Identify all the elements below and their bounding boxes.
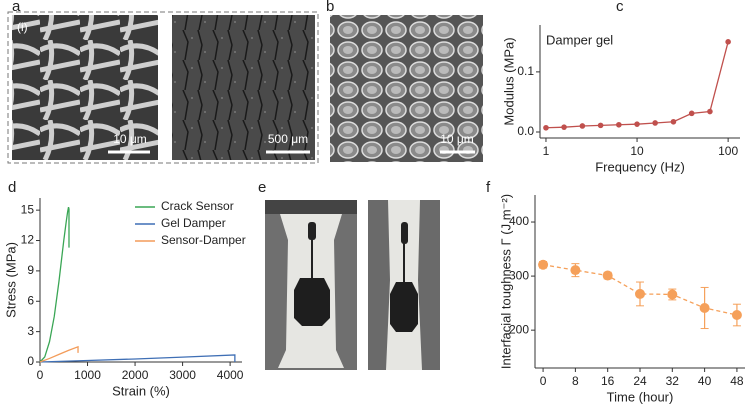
- dashed-frame: [7, 11, 319, 164]
- point: [543, 124, 549, 131]
- y-tick-label: 0.1: [517, 64, 534, 78]
- panel-label: a: [12, 0, 21, 15]
- y-axis-label: Stress (MPa): [3, 242, 18, 318]
- scale-label: 10 μm: [440, 132, 474, 146]
- point: [538, 259, 549, 270]
- scale-label: 500 μm: [268, 132, 308, 146]
- x-tick-label: 1: [543, 144, 550, 158]
- sem-image: [330, 15, 483, 162]
- scale-label: 10 μm: [113, 132, 147, 146]
- point: [570, 265, 581, 276]
- sensor: [294, 278, 330, 326]
- x-tick-label: 0: [37, 368, 44, 382]
- series-line: [39, 354, 236, 363]
- x-axis-label: Strain (%): [112, 383, 170, 398]
- y-tick-label: 300: [509, 268, 529, 282]
- point: [561, 124, 567, 130]
- sem-image: [12, 15, 158, 160]
- x-tick-label: 32: [666, 374, 680, 388]
- sem-image: [172, 15, 315, 160]
- x-tick-label: 2000: [122, 368, 149, 382]
- x-tick-label: 8: [572, 374, 579, 388]
- point: [579, 123, 586, 129]
- panel-a: a (i) 10 μm 500 μm: [7, 0, 319, 164]
- sensor: [308, 222, 316, 240]
- point: [652, 120, 658, 126]
- x-tick-label: 48: [730, 374, 744, 388]
- point: [616, 121, 622, 128]
- x-tick-label: 40: [698, 374, 712, 388]
- x-axis-label: Frequency (Hz): [595, 159, 685, 174]
- point: [602, 270, 613, 281]
- y-axis-label: Modulus (MPa): [501, 37, 516, 125]
- panel-label: e: [258, 179, 266, 196]
- legend-label: Sensor-Damper: [161, 233, 246, 247]
- sensor: [311, 238, 313, 278]
- sensor: [403, 242, 405, 282]
- x-tick-label: 24: [633, 374, 647, 388]
- y-tick-label: 0: [27, 354, 34, 368]
- x-axis-label: Time (hour): [607, 389, 674, 404]
- clamp: [265, 200, 357, 214]
- point: [667, 289, 678, 300]
- point: [670, 118, 677, 125]
- series-line: [39, 345, 79, 363]
- x-tick-label: 0: [540, 374, 547, 388]
- point: [707, 108, 713, 115]
- sensor: [401, 222, 408, 244]
- y-tick-label: 9: [27, 263, 34, 277]
- panel-e: e: [258, 179, 440, 370]
- point: [688, 110, 695, 117]
- y-tick-label: 12: [21, 233, 35, 247]
- legend-label: Crack Sensor: [161, 199, 234, 213]
- point: [635, 288, 645, 299]
- annotation: Damper gel: [546, 32, 613, 47]
- y-tick-label: 3: [27, 324, 34, 338]
- point: [731, 310, 742, 321]
- y-tick-label: 200: [509, 322, 529, 336]
- legend-label: Gel Damper: [161, 216, 226, 230]
- panel-b: b 10 μm: [326, 0, 483, 162]
- y-tick-label: 6: [27, 293, 34, 307]
- panel-label: f: [486, 179, 491, 196]
- x-tick-label: 4000: [217, 368, 244, 382]
- point: [597, 122, 604, 129]
- panel-label: d: [8, 179, 16, 196]
- x-tick-label: 100: [718, 144, 738, 158]
- sensor: [390, 282, 418, 332]
- x-tick-label: 1000: [74, 368, 101, 382]
- point: [699, 302, 710, 313]
- series-line: [39, 206, 70, 363]
- point: [725, 39, 731, 45]
- point: [634, 121, 640, 127]
- y-tick-label: 400: [509, 214, 529, 228]
- x-tick-label: 3000: [169, 368, 196, 382]
- y-tick-label: 0.0: [517, 124, 534, 138]
- inset-label: (i): [17, 20, 28, 34]
- x-tick-label: 10: [630, 144, 644, 158]
- y-axis-label: Interfacial toughness Γ (J m⁻²): [498, 194, 513, 369]
- y-tick-label: 15: [21, 202, 35, 216]
- panel-label: c: [616, 0, 624, 15]
- x-tick-label: 16: [601, 374, 615, 388]
- panel-label: b: [326, 0, 334, 15]
- series-line: [545, 41, 729, 129]
